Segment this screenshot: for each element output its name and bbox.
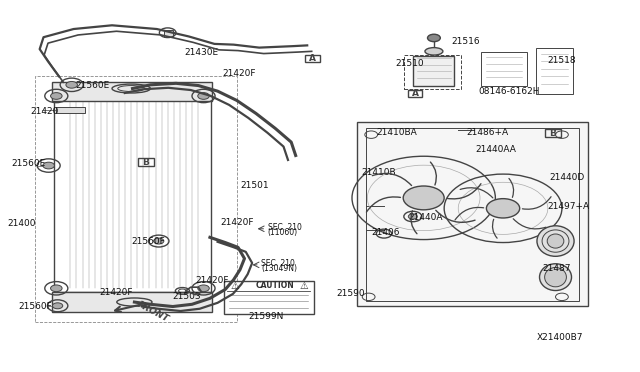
Ellipse shape [537, 226, 574, 256]
FancyArrowPatch shape [522, 197, 551, 209]
Circle shape [428, 34, 440, 42]
Text: 21599N: 21599N [248, 312, 284, 321]
Text: 21497+A: 21497+A [547, 202, 589, 211]
Text: A: A [309, 54, 316, 63]
Bar [224, 281, 314, 314]
Circle shape [66, 81, 77, 88]
Text: 21560F: 21560F [18, 302, 52, 311]
Bar [54, 97, 211, 292]
Text: 21440AA: 21440AA [475, 145, 516, 154]
Text: 21501: 21501 [240, 181, 269, 190]
Circle shape [403, 186, 444, 210]
Text: (11060): (11060) [268, 228, 298, 237]
Text: 21440D: 21440D [549, 173, 584, 182]
Circle shape [51, 93, 62, 99]
Text: SEC. 210: SEC. 210 [261, 259, 295, 268]
FancyArrowPatch shape [460, 188, 493, 198]
Text: 21420F: 21420F [195, 276, 228, 285]
FancyArrowPatch shape [431, 162, 436, 185]
Text: 21440A: 21440A [408, 213, 443, 222]
Text: 21400: 21400 [8, 219, 36, 228]
Text: B: B [143, 158, 149, 167]
FancyArrowPatch shape [367, 197, 401, 212]
Ellipse shape [425, 48, 443, 55]
Text: ⚠: ⚠ [300, 281, 308, 291]
Text: 21420F: 21420F [221, 218, 254, 227]
Text: 21560F: 21560F [131, 237, 165, 246]
Text: 21410B: 21410B [362, 169, 396, 177]
Text: 21503: 21503 [173, 292, 202, 301]
Circle shape [43, 162, 54, 169]
Text: 08146-6162H: 08146-6162H [479, 87, 540, 96]
Text: 21560E: 21560E [76, 81, 110, 90]
Text: 21518: 21518 [547, 56, 576, 65]
Bar [545, 129, 561, 137]
Ellipse shape [545, 267, 566, 287]
Text: 21487: 21487 [543, 264, 572, 273]
Bar [35, 76, 237, 322]
Text: ⚠: ⚠ [230, 281, 239, 291]
Bar [366, 128, 579, 301]
Text: 21410BA: 21410BA [376, 128, 417, 137]
Bar [52, 292, 212, 312]
Text: 21420F: 21420F [223, 69, 256, 78]
Bar [481, 52, 527, 86]
Bar [357, 122, 588, 306]
FancyArrowPatch shape [436, 210, 475, 222]
FancyArrowPatch shape [447, 184, 481, 199]
Text: 21420F: 21420F [99, 288, 132, 296]
Bar [536, 48, 573, 94]
Text: 21420: 21420 [31, 107, 59, 116]
Text: 21516: 21516 [451, 37, 480, 46]
Text: 21510: 21510 [396, 60, 424, 68]
Bar [413, 56, 454, 86]
Bar [305, 55, 320, 62]
FancyArrowPatch shape [492, 219, 497, 238]
Bar [164, 30, 173, 37]
Text: B: B [550, 129, 556, 138]
Bar [52, 82, 212, 101]
FancyArrowPatch shape [513, 219, 546, 229]
Bar [408, 90, 422, 97]
Bar [138, 158, 154, 166]
Text: SEC. 210: SEC. 210 [268, 223, 301, 232]
FancyArrowPatch shape [509, 179, 514, 198]
Text: A: A [412, 89, 419, 98]
Bar [56, 107, 85, 113]
Circle shape [486, 199, 520, 218]
FancyArrowPatch shape [455, 208, 484, 220]
FancyArrowPatch shape [411, 211, 417, 234]
Circle shape [52, 303, 63, 309]
Ellipse shape [547, 234, 564, 248]
Circle shape [198, 285, 209, 292]
Bar [404, 55, 461, 89]
Text: 21430E: 21430E [184, 48, 218, 57]
Circle shape [198, 93, 209, 99]
Text: (13049N): (13049N) [261, 264, 297, 273]
Circle shape [408, 214, 417, 219]
FancyArrowPatch shape [372, 173, 412, 186]
Text: FRONT: FRONT [136, 300, 171, 324]
Text: X21400B7: X21400B7 [536, 333, 583, 342]
Text: CAUTION: CAUTION [256, 281, 295, 290]
Text: 21486+A: 21486+A [466, 128, 508, 137]
Circle shape [51, 285, 62, 292]
Circle shape [154, 238, 164, 244]
Text: 21560E: 21560E [12, 159, 46, 168]
Text: 21406: 21406 [371, 228, 400, 237]
Text: 21590: 21590 [336, 289, 365, 298]
Ellipse shape [540, 264, 572, 291]
